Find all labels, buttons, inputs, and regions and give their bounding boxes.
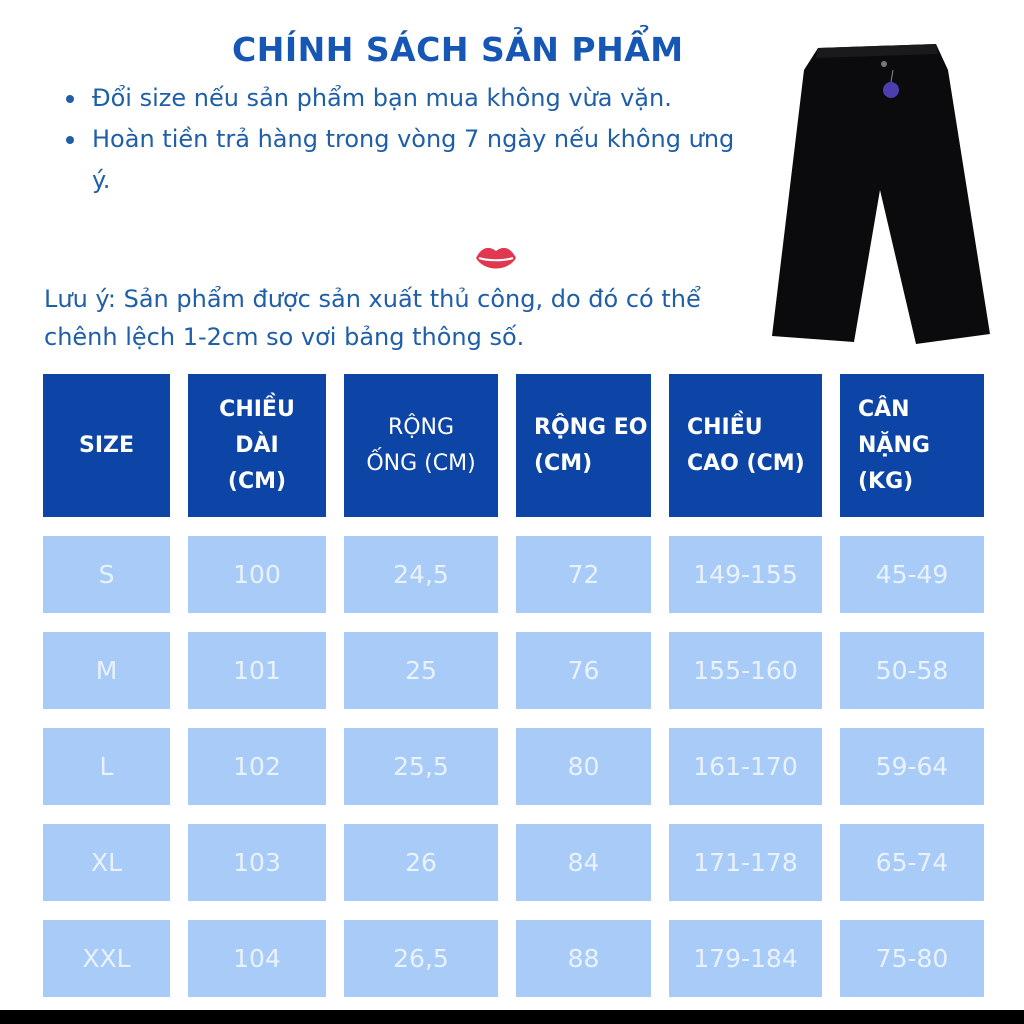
table-cell: 84 [516, 824, 651, 901]
column-header: CHIỀU CAO (CM) [669, 374, 822, 517]
column-header-label: RỘNG ỐNG (CM) [366, 414, 476, 476]
column-header-label: CÂN NẶNG (KG) [858, 396, 930, 494]
column-header: CHIỀU DÀI (CM) [188, 374, 326, 517]
table-cell: 104 [188, 920, 326, 997]
table-cell: 65-74 [840, 824, 984, 901]
page-title: CHÍNH SÁCH SẢN PHẨM [232, 30, 684, 69]
table-cell: 80 [516, 728, 651, 805]
table-cell: 75-80 [840, 920, 984, 997]
lips-icon [476, 247, 516, 269]
table-cell: 59-64 [840, 728, 984, 805]
column-header: RỘNG EO (CM) [516, 374, 651, 517]
column-header: RỘNG ỐNG (CM) [344, 374, 498, 517]
table-cell: 25 [344, 632, 498, 709]
column-header: CÂN NẶNG (KG) [840, 374, 984, 517]
table-cell: 72 [516, 536, 651, 613]
policy-list: Đổi size nếu sản phẩm bạn mua không vừa … [62, 78, 762, 201]
product-pants-image [772, 44, 990, 344]
table-cell: 45-49 [840, 536, 984, 613]
column-header-label: CHIỀU DÀI (CM) [219, 396, 295, 494]
table-cell: L [43, 728, 170, 805]
table-cell: 100 [188, 536, 326, 613]
table-cell: 24,5 [344, 536, 498, 613]
table-cell: 161-170 [669, 728, 822, 805]
column-header-label: SIZE [78, 432, 134, 458]
table-cell: XL [43, 824, 170, 901]
table-cell: M [43, 632, 170, 709]
table-cell: 103 [188, 824, 326, 901]
table-cell: 88 [516, 920, 651, 997]
table-cell: 179-184 [669, 920, 822, 997]
table-cell: 171-178 [669, 824, 822, 901]
table-cell: 26,5 [344, 920, 498, 997]
table-cell: XXL [43, 920, 170, 997]
table-cell: 76 [516, 632, 651, 709]
column-header: SIZE [43, 374, 170, 517]
policy-item: Đổi size nếu sản phẩm bạn mua không vừa … [62, 78, 762, 119]
table-cell: 101 [188, 632, 326, 709]
table-cell: 149-155 [669, 536, 822, 613]
table-cell: 102 [188, 728, 326, 805]
bottom-bar [0, 1010, 1024, 1024]
note-text: Lưu ý: Sản phẩm được sản xuất thủ công, … [44, 285, 701, 351]
table-cell: S [43, 536, 170, 613]
table-cell: 155-160 [669, 632, 822, 709]
column-header-label: RỘNG EO (CM) [534, 414, 648, 476]
policy-item: Hoàn tiền trả hàng trong vòng 7 ngày nếu… [62, 119, 742, 201]
table-cell: 25,5 [344, 728, 498, 805]
table-cell: 50-58 [840, 632, 984, 709]
column-header-label: CHIỀU CAO (CM) [687, 414, 805, 476]
table-cell: 26 [344, 824, 498, 901]
